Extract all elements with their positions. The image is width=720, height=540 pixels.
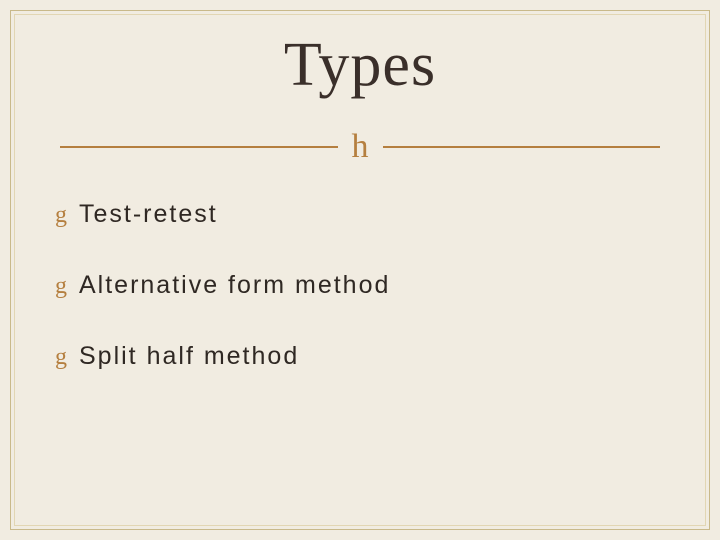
list-item-label: Test-retest (79, 200, 218, 229)
list-item: g Split half method (55, 342, 665, 371)
list-item-label: Split half method (79, 342, 299, 371)
bullet-icon: g (55, 345, 67, 369)
bullet-icon: g (55, 274, 67, 298)
list-item: g Alternative form method (55, 271, 665, 300)
bullet-list: g Test-retest g Alternative form method … (55, 200, 665, 413)
divider-line-left (60, 146, 338, 148)
divider-line-right (383, 146, 661, 148)
flourish-icon: h (352, 130, 369, 164)
slide: Types h g Test-retest g Alternative form… (0, 0, 720, 540)
slide-title: Types (0, 30, 720, 101)
list-item: g Test-retest (55, 200, 665, 229)
list-item-label: Alternative form method (79, 271, 390, 300)
title-divider: h (60, 130, 660, 164)
bullet-icon: g (55, 203, 67, 227)
